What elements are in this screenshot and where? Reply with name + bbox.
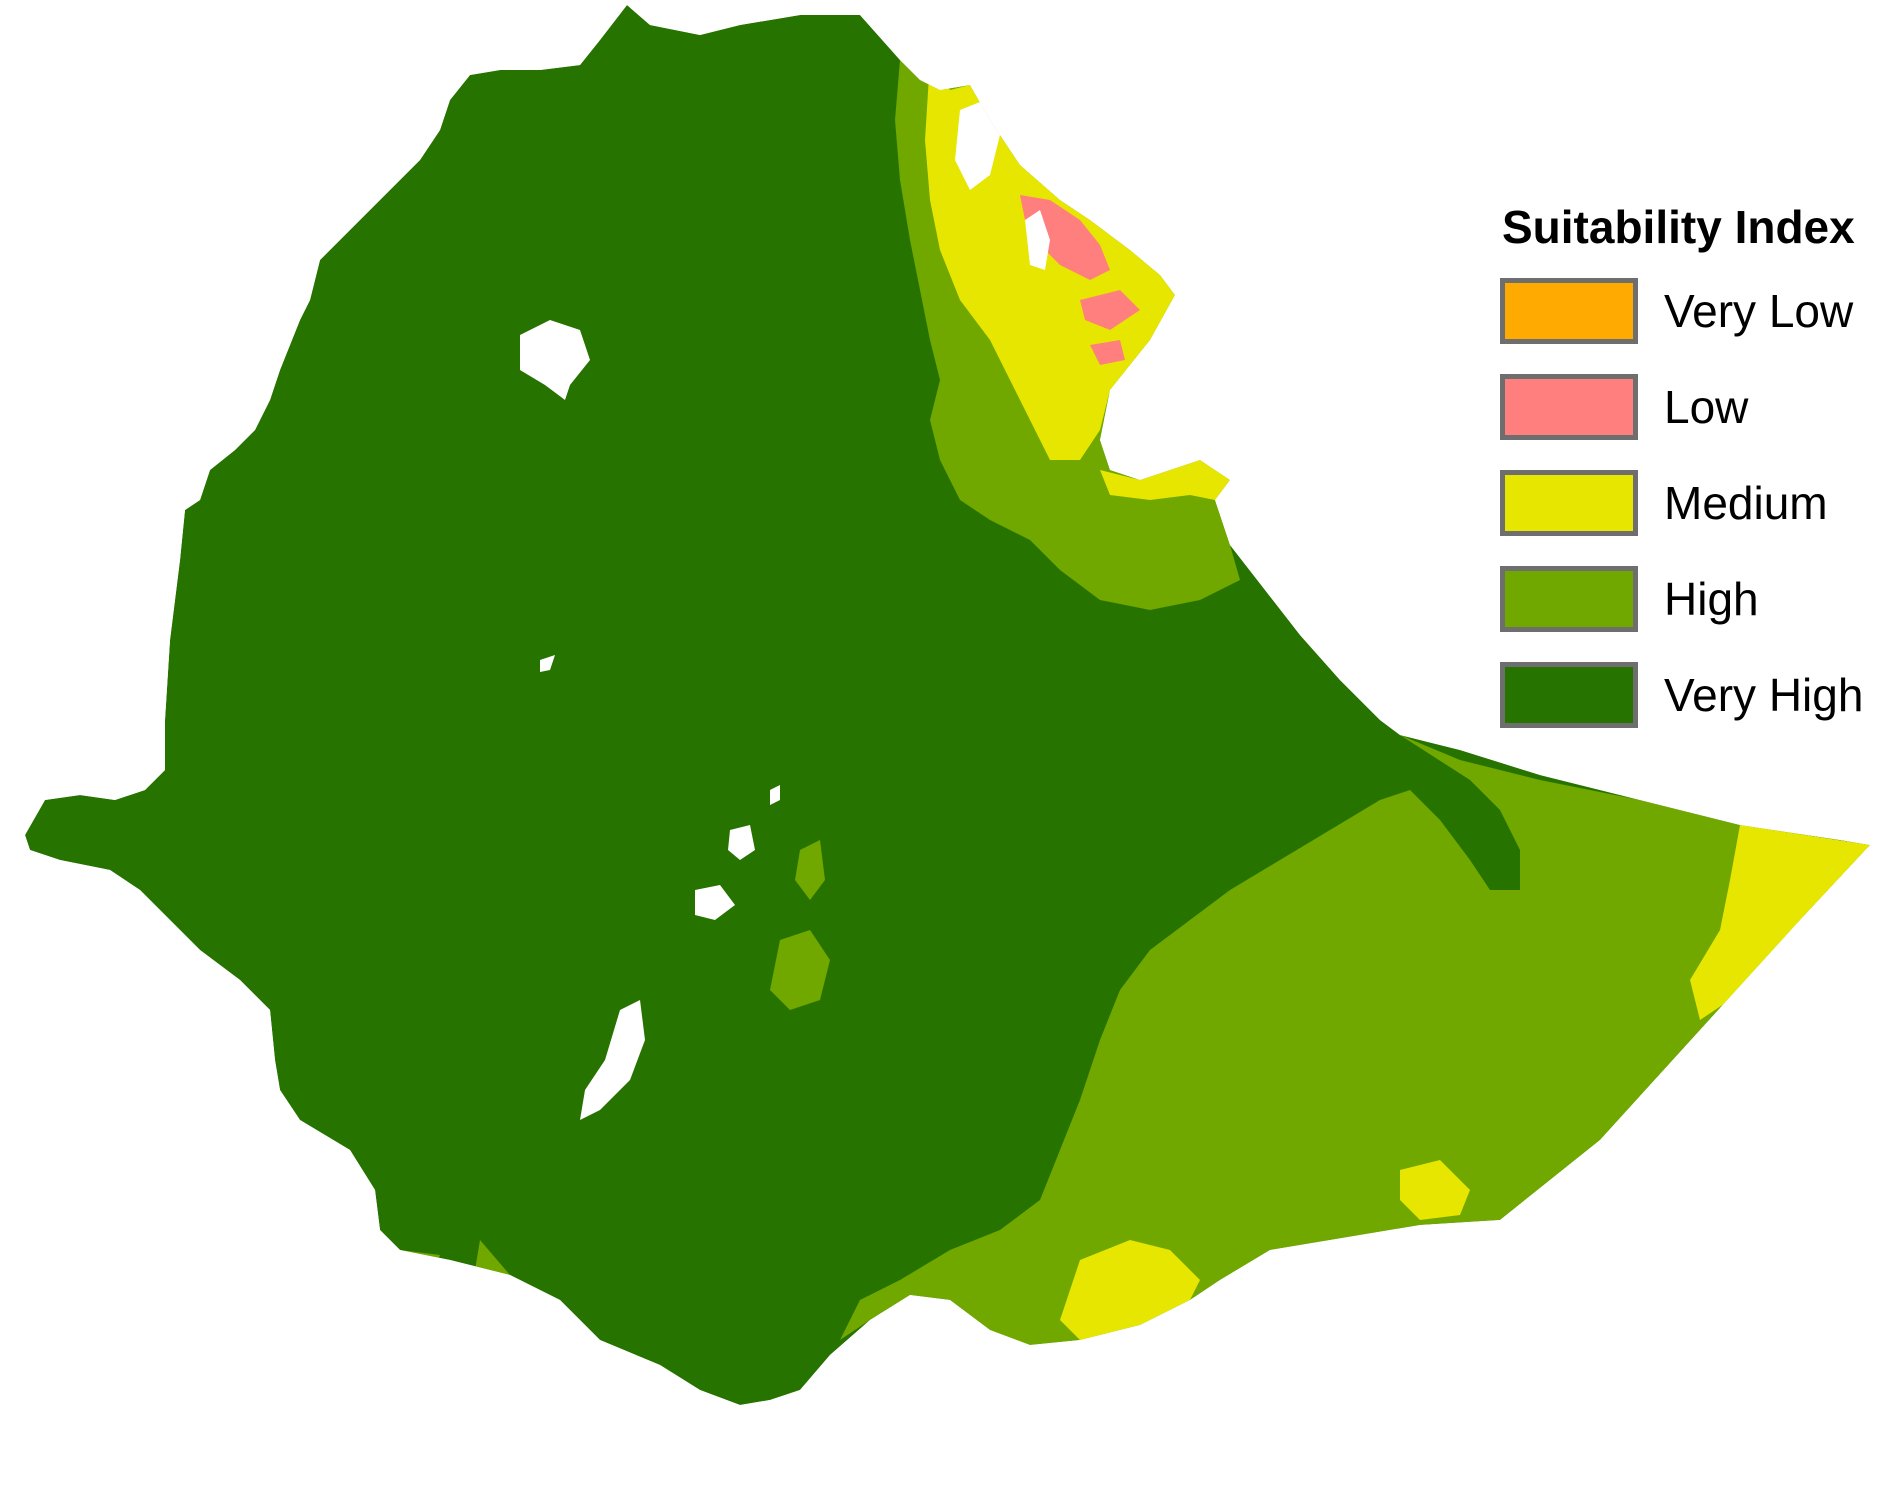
no-data-area [728,825,755,860]
map-legend: Suitability Index Very Low Low Medium Hi… [1500,200,1880,754]
legend-label-low: Low [1664,381,1749,433]
legend-item-very-high: Very High [1500,658,1880,732]
legend-item-high: High [1500,562,1880,636]
legend-label-high: High [1664,573,1759,625]
high-region [795,840,825,900]
legend-item-low: Low [1500,370,1880,444]
no-data-area [540,655,555,672]
no-data-area [520,320,590,400]
no-data-area [955,100,1000,190]
low-region [1020,195,1110,280]
legend-title: Suitability Index [1502,201,1855,253]
legend-label-very-low: Very Low [1664,285,1854,337]
legend-label-medium: Medium [1664,477,1828,529]
high-region [840,735,1870,1345]
legend-swatch-very-high [1500,662,1638,728]
no-data-area [1025,210,1050,270]
no-data-area [770,785,780,805]
medium-region [1060,1240,1200,1340]
medium-region [1400,1160,1470,1220]
low-region [1090,340,1125,365]
medium-region [1690,825,1870,1020]
no-data-area [580,1000,645,1120]
no-data-area [695,885,735,920]
legend-label-very-high: Very High [1664,669,1864,721]
legend-swatch-high [1500,566,1638,632]
legend-swatch-very-low [1500,278,1638,344]
legend-swatch-low [1500,374,1638,440]
low-region [1080,290,1140,330]
legend-swatch-medium [1500,470,1638,536]
legend-item-very-low: Very Low [1500,274,1880,348]
legend-item-medium: Medium [1500,466,1880,540]
high-region [770,930,830,1010]
medium-region [1100,460,1230,500]
